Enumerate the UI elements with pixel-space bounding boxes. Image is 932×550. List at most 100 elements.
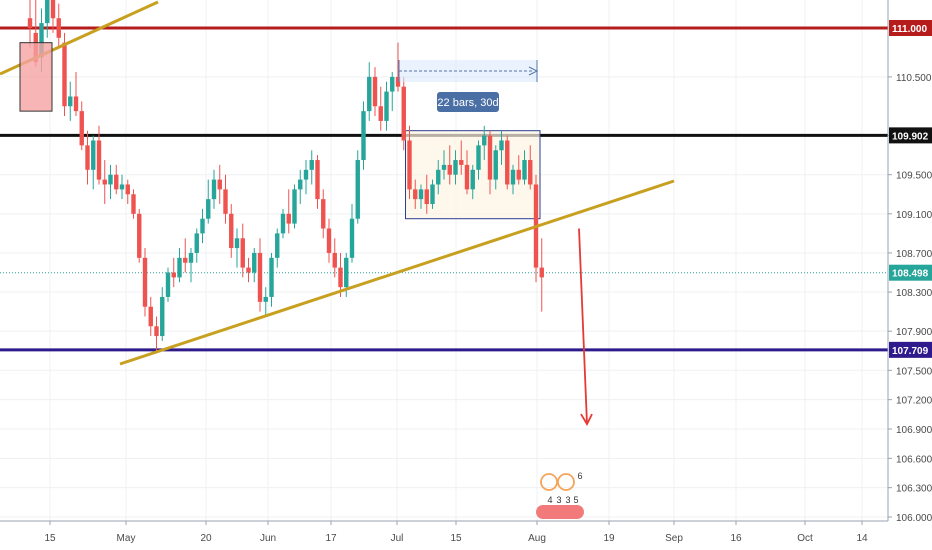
- price-label: 111.000: [892, 24, 927, 35]
- candle-up: [493, 150, 498, 180]
- time-tick-label: May: [117, 533, 136, 544]
- candle-down: [148, 306, 153, 327]
- candle-down: [487, 135, 493, 180]
- candle-down: [137, 213, 142, 258]
- candle-up: [252, 252, 257, 273]
- candle-down: [240, 238, 245, 268]
- candle-up: [298, 179, 303, 190]
- price-label-bg: [889, 341, 932, 358]
- price-label: 109.902: [892, 131, 929, 142]
- candlestick-series: [27, 0, 544, 351]
- highlight-rectangle: [19, 42, 53, 112]
- candle-down: [246, 267, 251, 273]
- candle-up: [68, 96, 73, 107]
- candle-up: [108, 174, 113, 185]
- event-flag-label: 4: [547, 495, 552, 505]
- flag-circle: [557, 473, 575, 491]
- candle-down: [505, 140, 510, 185]
- price-tick-label: 106.000: [896, 513, 932, 524]
- candle-down: [395, 76, 401, 87]
- candle-up: [200, 218, 205, 234]
- event-flags-icon[interactable]: 4 3 3 56: [536, 471, 584, 519]
- candle-up: [367, 76, 372, 112]
- candle-up: [349, 218, 355, 258]
- candle-down: [229, 213, 234, 249]
- candle-down: [73, 96, 79, 112]
- time-tick-label: 17: [325, 533, 337, 544]
- candle-down: [125, 184, 130, 195]
- candle-down: [326, 228, 332, 253]
- candle-up: [280, 213, 286, 234]
- candle-up: [234, 238, 240, 249]
- price-tick-label: 110.500: [896, 73, 932, 84]
- candle-down: [27, 18, 33, 28]
- candle-up: [510, 169, 516, 185]
- trendlines: [0, 0, 675, 366]
- candle-down: [131, 194, 136, 214]
- projection-arrow-head: [580, 413, 593, 426]
- price-tick-label: 106.300: [896, 484, 932, 495]
- candle-down: [217, 179, 222, 190]
- candle-up: [275, 233, 280, 258]
- candle-up: [91, 140, 96, 170]
- time-tick-label: 15: [44, 533, 56, 544]
- candle-up: [194, 233, 199, 253]
- time-tick-label: Jun: [260, 533, 276, 544]
- candle-down: [154, 326, 159, 337]
- range-label: 22 bars, 30d: [437, 97, 498, 109]
- candle-down: [413, 189, 418, 200]
- time-tick-label: 16: [730, 533, 742, 544]
- candle-down: [171, 272, 176, 278]
- price-axis[interactable]: 106.000 106.300 106.600 106.900 107.200 107.5…: [887, 0, 932, 524]
- candle-up: [441, 164, 447, 170]
- event-flag-label: 6: [577, 471, 582, 481]
- range-highlight: [399, 60, 537, 82]
- candle-up: [470, 169, 475, 190]
- candle-up: [344, 257, 349, 288]
- candle-down: [96, 140, 102, 180]
- trendline-support: [119, 179, 675, 366]
- event-flag-label: 5: [573, 495, 578, 505]
- candle-down: [114, 174, 119, 190]
- time-tick-label: Oct: [797, 533, 813, 544]
- candle-down: [447, 164, 452, 175]
- price-tick-label: 107.900: [896, 327, 932, 338]
- candle-down: [50, 0, 56, 19]
- candle-down: [223, 189, 228, 214]
- candle-down: [338, 267, 343, 288]
- candle-up: [482, 135, 487, 146]
- time-axis[interactable]: 15 May 20 Jun 17 Jul 15 Aug 19 Sep 16 Oct 14: [0, 520, 888, 544]
- candle-up: [499, 140, 504, 151]
- candle-up: [188, 252, 194, 263]
- candle-down: [372, 76, 378, 107]
- candle-up: [390, 76, 395, 92]
- candle-up: [292, 189, 297, 224]
- candle-down: [401, 86, 406, 141]
- candle-up: [45, 0, 50, 24]
- candle-up: [303, 169, 309, 180]
- candle-up: [436, 169, 441, 185]
- candle-down: [332, 252, 337, 268]
- price-tick-label: 106.600: [896, 454, 932, 465]
- candle-down: [424, 189, 429, 205]
- candle-up: [430, 184, 435, 205]
- candle-down: [321, 199, 326, 229]
- price-level-labels: 111.000 109.902 107.709 108.498: [889, 20, 932, 358]
- candle-up: [119, 184, 125, 190]
- price-tick-label: 107.500: [896, 366, 932, 377]
- candle-up: [269, 257, 274, 297]
- candle-down: [79, 111, 84, 146]
- candle-up: [361, 111, 366, 161]
- candle-up: [39, 23, 44, 58]
- event-flag-label: 3: [556, 495, 561, 505]
- price-label-bg: [889, 264, 932, 281]
- flag-base: [536, 505, 584, 519]
- candle-up: [384, 91, 389, 121]
- range-label-bg: [437, 92, 499, 112]
- candle-up: [211, 179, 217, 200]
- time-tick-label: 14: [856, 533, 868, 544]
- flag-circle: [540, 473, 558, 491]
- candle-down: [315, 160, 320, 200]
- candle-down: [378, 106, 383, 121]
